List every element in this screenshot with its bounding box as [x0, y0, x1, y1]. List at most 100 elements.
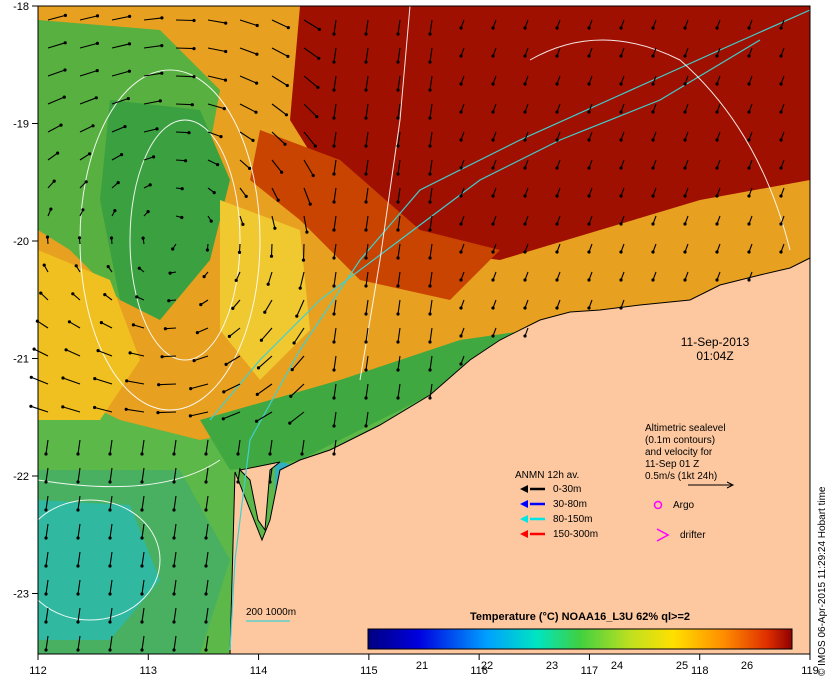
velocity-arrow: [173, 635, 177, 651]
velocity-arrow: [271, 187, 279, 201]
velocity-arrow-head: [171, 247, 175, 251]
velocity-arrow-head: [61, 376, 65, 380]
velocity-arrow-head: [227, 334, 231, 338]
velocity-arrow: [94, 406, 113, 413]
velocity-arrow-head: [779, 110, 783, 114]
velocity-arrow-head: [491, 250, 495, 254]
colorbar-tick-label: 23: [546, 660, 558, 672]
velocity-arrow-head: [269, 254, 274, 258]
velocity-arrow: [111, 70, 130, 77]
velocity-arrow: [109, 439, 113, 455]
velocity-arrow: [79, 42, 98, 49]
velocity-arrow: [109, 635, 113, 651]
velocity-arrow-head: [364, 172, 368, 176]
velocity-arrow-head: [332, 284, 336, 288]
velocity-arrow-head: [555, 166, 559, 170]
velocity-arrow-head: [280, 170, 284, 174]
velocity-arrow-head: [224, 362, 228, 366]
velocity-arrow: [207, 103, 225, 110]
velocity-arrow-head: [651, 26, 655, 30]
coast-peninsula: [238, 461, 281, 532]
velocity-arrow: [143, 17, 162, 21]
velocity-arrow-head: [127, 69, 131, 73]
velocity-arrow: [260, 327, 273, 341]
velocity-arrow-head: [284, 113, 288, 117]
anmn-swatch-head: [520, 515, 528, 523]
velocity-arrow-head: [459, 306, 463, 310]
velocity-arrow-head: [332, 88, 336, 92]
velocity-arrow: [333, 19, 337, 35]
velocity-arrow: [429, 131, 433, 147]
velocity-arrow-head: [651, 166, 655, 170]
velocity-arrow-head: [135, 295, 139, 299]
velocity-arrow: [45, 635, 49, 651]
velocity-arrow-head: [587, 82, 591, 86]
velocity-arrow-head: [332, 368, 336, 372]
velocity-arrow: [45, 551, 49, 567]
velocity-arrow: [429, 159, 433, 175]
velocity-arrow-head: [619, 278, 623, 282]
velocity-arrow-head: [396, 116, 400, 120]
velocity-arrow-head: [241, 222, 245, 226]
velocity-arrow-head: [103, 293, 107, 297]
velocity-arrow-head: [332, 396, 336, 400]
velocity-arrow-head: [204, 592, 208, 596]
velocity-arrow-head: [683, 54, 687, 58]
velocity-arrow-head: [619, 194, 623, 198]
velocity-arrow-head: [263, 310, 267, 314]
velocity-arrow: [365, 47, 369, 63]
velocity-arrow-head: [332, 228, 336, 232]
velocity-arrow: [207, 159, 218, 166]
velocity-arrow: [365, 383, 369, 399]
velocity-arrow: [397, 75, 401, 91]
velocity-arrow-head: [187, 131, 191, 135]
velocity-arrow: [365, 159, 369, 175]
velocity-arrow-head: [108, 592, 112, 596]
velocity-arrow-head: [276, 198, 280, 202]
velocity-arrow-head: [313, 144, 317, 148]
velocity-arrow: [397, 355, 401, 371]
velocity-arrow: [94, 378, 113, 385]
velocity-arrow: [126, 380, 145, 385]
velocity-arrow-head: [160, 355, 164, 359]
velocity-arrow-head: [184, 159, 188, 163]
velocity-arrow: [290, 383, 305, 397]
velocity-arrow-head: [491, 26, 495, 30]
velocity-arrow: [303, 75, 319, 88]
velocity-arrow-head: [93, 377, 97, 381]
velocity-arrow-head: [204, 620, 208, 624]
velocity-arrow-head: [619, 110, 623, 114]
velocity-arrow-head: [651, 54, 655, 58]
velocity-arrow-head: [651, 138, 655, 142]
velocity-arrow-head: [715, 194, 719, 198]
velocity-arrow: [40, 292, 49, 301]
velocity-arrow-head: [619, 222, 623, 226]
velocity-arrow-head: [283, 142, 287, 146]
velocity-arrow-head: [199, 303, 203, 307]
velocity-arrow-head: [459, 54, 463, 58]
velocity-arrow-head: [428, 32, 432, 36]
velocity-arrow: [333, 187, 337, 203]
velocity-arrow-head: [223, 78, 228, 82]
velocity-arrow-head: [619, 250, 623, 254]
scale-arrow-head: [726, 481, 735, 489]
velocity-arrow-head: [81, 208, 85, 212]
velocity-arrow-head: [651, 278, 655, 282]
velocity-arrow-head: [172, 452, 176, 456]
velocity-arrow-head: [44, 592, 48, 596]
velocity-arrow-head: [396, 256, 400, 260]
velocity-arrow-head: [167, 299, 171, 303]
velocity-arrow-head: [45, 235, 50, 239]
velocity-arrow-head: [204, 536, 208, 540]
velocity-arrow: [207, 131, 222, 138]
velocity-arrow-head: [396, 340, 400, 344]
velocity-arrow-head: [108, 452, 112, 456]
velocity-arrow-head: [715, 250, 719, 254]
velocity-arrow-head: [77, 236, 82, 240]
velocity-arrow: [397, 103, 401, 119]
velocity-arrow: [31, 376, 49, 385]
velocity-arrow: [256, 411, 273, 422]
velocity-arrow: [291, 355, 305, 370]
velocity-arrow-head: [364, 32, 368, 36]
